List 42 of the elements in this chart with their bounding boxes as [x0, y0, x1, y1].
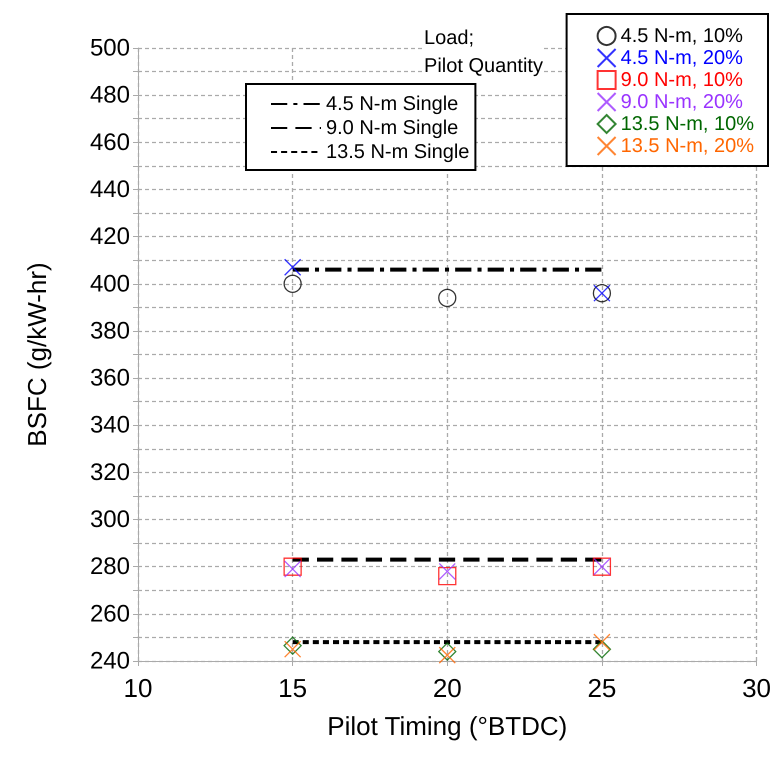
- y-tick-label: 420: [90, 223, 130, 250]
- x-tick-label: 30: [742, 673, 771, 703]
- legend-label: 9.0 N-m, 20%: [620, 91, 744, 113]
- y-tick-label: 340: [90, 412, 130, 439]
- x-axis-title: Pilot Timing (°BTDC): [327, 711, 568, 741]
- y-axis-title: BSFC (g/kW-hr): [22, 262, 52, 447]
- point: [438, 646, 456, 664]
- legend-label: 13.5 N-m, 10%: [620, 113, 754, 135]
- y-tick-label: 260: [90, 600, 130, 628]
- y-tick-label: 500: [90, 34, 130, 62]
- y-tick-label: 440: [90, 176, 130, 203]
- point: [438, 562, 456, 580]
- legend-label: 13.5 N-m, 20%: [620, 135, 754, 157]
- point: [284, 258, 302, 276]
- y-tick-label: 400: [90, 270, 130, 298]
- point: [438, 288, 456, 308]
- y-tick-label: 360: [90, 364, 130, 392]
- point: [592, 640, 612, 658]
- x-tick-label: 15: [278, 673, 308, 703]
- y-tick-label: 320: [90, 458, 130, 486]
- legend-label: 4.5 N-m, 20%: [620, 47, 744, 69]
- x-tick-label: 20: [432, 673, 462, 703]
- point: [438, 642, 456, 661]
- legend-label: 9.0 N-m, 10%: [620, 69, 744, 91]
- legend-label: 13.5 N-m Single: [326, 141, 470, 163]
- point: [284, 640, 302, 658]
- legend-label: 4.5 N-m Single: [326, 93, 458, 115]
- y-tick-label: 380: [90, 317, 130, 344]
- y-tick-label: 300: [90, 506, 130, 534]
- x-tick-label: 10: [124, 673, 152, 703]
- point: [283, 636, 302, 655]
- legend-title: Load; Pilot Quantity: [424, 27, 543, 77]
- point: [593, 633, 611, 651]
- point: [284, 274, 302, 293]
- y-tick-label: 480: [90, 82, 130, 109]
- legend-label: 9.0 N-m Single: [326, 117, 458, 139]
- y-tick-label: 240: [90, 648, 130, 674]
- x-tick-label: 25: [587, 673, 616, 703]
- point: [438, 566, 456, 586]
- y-tick-label: 460: [90, 128, 130, 156]
- legend-label: 4.5 N-m, 10%: [620, 25, 744, 47]
- y-tick-label: 280: [90, 553, 130, 580]
